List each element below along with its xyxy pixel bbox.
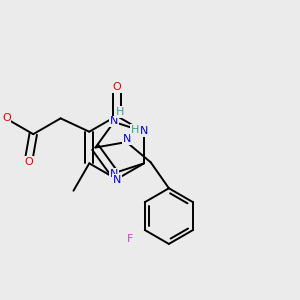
Text: N: N (112, 175, 121, 184)
Text: F: F (127, 234, 133, 244)
Text: N: N (110, 169, 118, 178)
Text: N: N (140, 126, 148, 136)
Text: H: H (131, 125, 140, 135)
Text: H: H (116, 107, 124, 117)
Text: O: O (24, 157, 33, 166)
Text: N: N (110, 116, 118, 127)
Text: N: N (123, 134, 131, 144)
Text: O: O (2, 113, 11, 123)
Text: O: O (112, 82, 121, 92)
